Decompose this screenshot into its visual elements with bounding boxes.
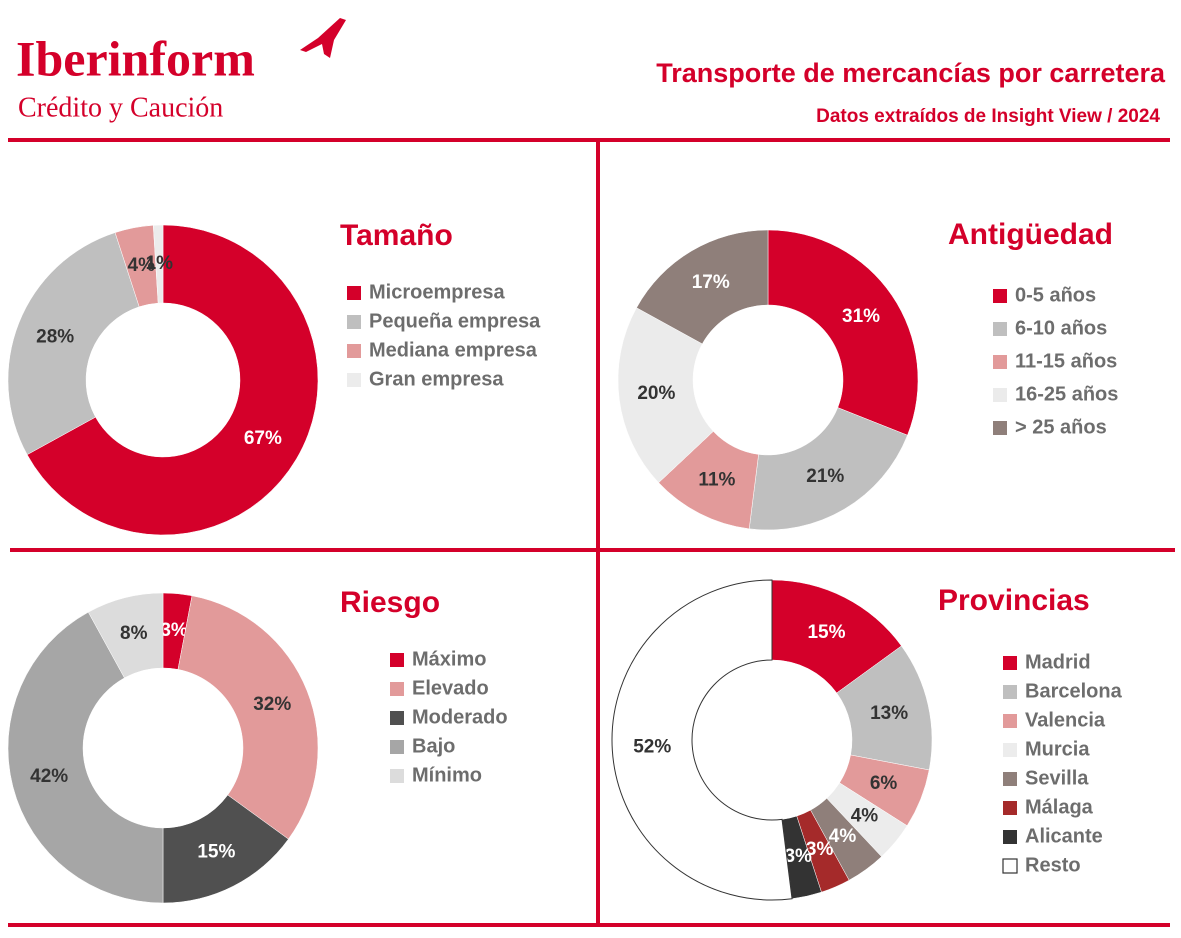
legend-swatch (347, 315, 361, 329)
donut-slice (7, 232, 140, 456)
brand: Iberinform (16, 30, 255, 86)
legend-label: Barcelona (1025, 680, 1123, 702)
legend-label: Pequeña empresa (369, 310, 541, 332)
legend-label: Mediana empresa (369, 339, 538, 361)
legend-swatch (347, 344, 361, 358)
brand-subtitle: Crédito y Caución (18, 92, 223, 123)
slice-label: 15% (807, 622, 845, 643)
legend-swatch (993, 322, 1007, 336)
legend-swatch (993, 289, 1007, 303)
legend-swatch (1003, 830, 1017, 844)
slice-label: 4% (851, 806, 879, 827)
legend-label: Alicante (1025, 825, 1103, 847)
legend-swatch (993, 421, 1007, 435)
legend-label: 6-10 años (1015, 317, 1107, 339)
slice-label: 28% (36, 326, 74, 347)
legend-swatch (390, 769, 404, 783)
slice-label: 6% (870, 773, 898, 794)
legend-swatch (1002, 858, 1018, 874)
chart-title: Provincias (938, 584, 1090, 617)
legend-swatch (1003, 772, 1017, 786)
donut-slice (26, 224, 319, 536)
slice-label: 11% (698, 469, 735, 490)
chart-title: Tamaño (340, 219, 453, 252)
legend-label: 16-25 años (1015, 383, 1118, 405)
slice-label: 8% (120, 623, 148, 644)
legend-label: 0-5 años (1015, 284, 1096, 306)
legend-label: Madrid (1025, 651, 1091, 673)
donut-slice (87, 592, 164, 679)
page-title: Transporte de mercancías por carretera (656, 58, 1166, 88)
legend-swatch (1003, 685, 1017, 699)
legend-swatch (1003, 714, 1017, 728)
legend-swatch (1003, 743, 1017, 757)
donut-slice (617, 307, 714, 484)
legend-label: Gran empresa (369, 368, 504, 390)
slice-label: 3% (784, 846, 812, 867)
legend-label: Sevilla (1025, 767, 1089, 789)
slice-label: 3% (160, 620, 188, 641)
legend-label: Máximo (412, 648, 486, 670)
slice-label: 15% (197, 842, 235, 863)
legend-label: Mínimo (412, 764, 482, 786)
legend-swatch (390, 711, 404, 725)
slice-label: 42% (30, 766, 68, 787)
donut-slice (177, 595, 319, 840)
legend-swatch (1003, 801, 1017, 815)
legend-swatch (993, 388, 1007, 402)
chart-title: Antigüedad (948, 218, 1113, 251)
slice-label: 4% (128, 255, 156, 276)
legend-label: 11-15 años (1015, 350, 1117, 372)
legend-label: Resto (1025, 854, 1081, 876)
page-subtitle: Datos extraídos de Insight View / 2024 (816, 106, 1160, 127)
legend-label: Málaga (1025, 796, 1094, 818)
donut-slice (767, 229, 919, 436)
legend-swatch (390, 740, 404, 754)
slice-label: 52% (633, 737, 671, 758)
legend-label: Valencia (1025, 709, 1106, 731)
donut-slice (153, 224, 164, 304)
legend-swatch (347, 373, 361, 387)
legend-label: Elevado (412, 677, 489, 699)
legend-label: Microempresa (369, 281, 505, 303)
slice-label: 17% (692, 272, 730, 293)
slice-label: 32% (253, 694, 291, 715)
legend-label: > 25 años (1015, 416, 1107, 438)
donut-slice (636, 229, 769, 345)
slice-label: 1% (146, 253, 174, 274)
donut-slice (748, 407, 908, 531)
legend-label: Moderado (412, 706, 508, 728)
legend-swatch (1003, 656, 1017, 670)
slice-label: 31% (842, 306, 880, 327)
slice-label: 20% (637, 383, 675, 404)
legend-label: Bajo (412, 735, 455, 757)
legend-swatch (993, 355, 1007, 369)
slice-label: 3% (806, 839, 834, 860)
slice-label: 67% (244, 428, 282, 449)
legend-swatch (390, 682, 404, 696)
legend-swatch (390, 653, 404, 667)
brand-logo (300, 18, 346, 58)
slice-label: 4% (829, 826, 857, 847)
chart-title: Riesgo (340, 586, 440, 619)
donut-slice (611, 579, 793, 901)
donut-slice (7, 611, 164, 904)
panel-borders (8, 138, 1175, 927)
slice-label: 21% (806, 466, 844, 487)
legend-label: Murcia (1025, 738, 1090, 760)
slice-label: 13% (870, 703, 908, 724)
legend-swatch (347, 286, 361, 300)
